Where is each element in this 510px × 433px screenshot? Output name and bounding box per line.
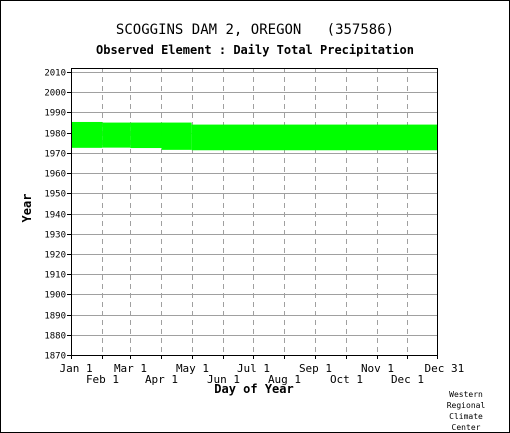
x-tick-label: Sep 1 [299,362,332,375]
y-tick-label: 1950 [44,190,66,200]
y-tick-label: 1880 [44,332,66,342]
credit-line: Regional [446,401,486,410]
y-tick-label: 1940 [44,211,66,221]
chart-title: SCOGGINS DAM 2, OREGON (357586) [115,22,395,38]
chart-subtitle: Observed Element : Daily Total Precipita… [96,43,414,57]
x-tick-label: Jun 1 [207,373,240,386]
grid-layer [71,68,437,356]
x-tick-label: May 1 [176,362,209,375]
x-tick-label: Feb 1 [86,373,119,386]
y-tick-label: 1970 [44,150,66,160]
y-tick-label: 1920 [44,251,66,261]
y-tick-label: 1900 [44,291,66,301]
coverage-bar [71,121,103,148]
credit-line: Center [451,423,481,432]
coverage-bar [130,122,162,149]
coverage-layer [71,121,437,151]
x-tick-label: Jan 1 [60,362,93,375]
x-axis-label: Day of Year [214,382,294,396]
y-tick-label: 1990 [44,109,66,119]
x-tick-label: Nov 1 [361,362,394,375]
coverage-bar [191,124,437,151]
y-tick-label: 1870 [44,352,66,362]
plot-border [71,68,438,356]
y-tick-label: 1930 [44,231,66,241]
x-tick-label: Aug 1 [268,373,301,386]
x-tick-label: Mar 1 [114,362,147,375]
x-tick-label: Dec 31 [425,362,465,375]
credit-block: Western Regional Climate Center [436,389,496,433]
coverage-bar [102,122,131,148]
x-tick-label: Jul 1 [237,362,270,375]
y-tick-label: 1890 [44,312,66,322]
y-tick-label: 1960 [44,170,66,180]
y-tick-label: 1980 [44,130,66,140]
credit-line: Climate [449,412,483,421]
y-tick-label: 2010 [44,69,66,79]
y-tick-label: 1910 [44,271,66,281]
credit-line: Western [449,390,483,399]
x-tick-label: Oct 1 [330,373,363,386]
x-tick-label: Apr 1 [145,373,178,386]
coverage-bar [161,122,192,150]
axis-layer: 1870 1880 1890 1900 1910 1920 1930 1940 1950 1960… [44,68,465,386]
y-tick-label: 2000 [44,89,66,99]
x-tick-label: Dec 1 [391,373,424,386]
